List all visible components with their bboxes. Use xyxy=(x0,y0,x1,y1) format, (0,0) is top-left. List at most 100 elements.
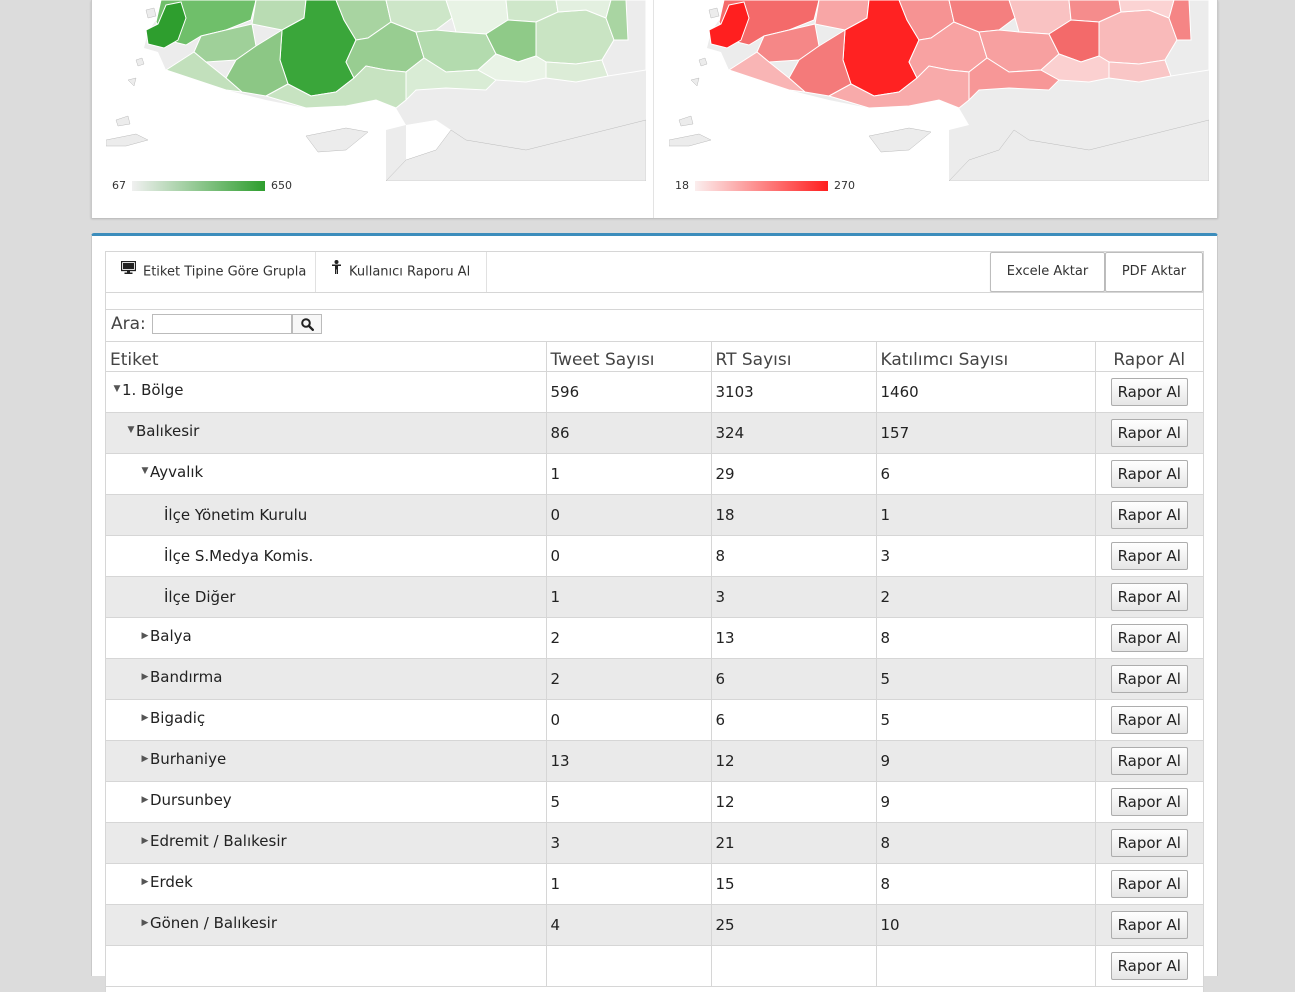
tag-label: Bigadiç xyxy=(150,709,206,727)
get-report-button[interactable]: Rapor Al xyxy=(1110,910,1188,939)
table-row[interactable]: ▶ Gönen / Balıkesir 4 25 10 Rapor Al xyxy=(106,904,1203,946)
get-report-button[interactable]: Rapor Al xyxy=(1110,418,1188,447)
tag-cell: ▶ Gönen / Balıkesir xyxy=(106,904,547,946)
table-row[interactable]: ▶ Bigadiç 0 6 5 Rapor Al xyxy=(106,699,1203,741)
user-report-button[interactable]: Kullanıcı Raporu Al xyxy=(316,252,487,292)
table-body: ▼ 1. Bölge 596 3103 1460 Rapor Al ▼ Balıkesir 86… xyxy=(106,371,1203,987)
tag-label: Ayvalık xyxy=(150,463,204,481)
group-by-tag-type-label: Etiket Tipine Göre Grupla xyxy=(143,264,307,280)
search-input[interactable] xyxy=(152,314,292,334)
participant-count-cell xyxy=(876,945,1096,987)
tag-cell: ▶ Bandırma xyxy=(106,658,547,700)
get-report-button[interactable]: Rapor Al xyxy=(1110,951,1188,980)
table-row[interactable]: İlçe S.Medya Komis. 0 8 3 Rapor Al xyxy=(106,535,1203,577)
tweet-count-cell: 2 xyxy=(546,658,712,700)
tweet-choropleth-map[interactable] xyxy=(106,0,646,181)
tag-cell: ▶ Edremit / Balıkesir xyxy=(106,822,547,864)
legend-gradient-bar xyxy=(695,181,828,191)
rt-choropleth-map[interactable] xyxy=(669,0,1209,181)
expanded-caret-icon[interactable]: ▼ xyxy=(113,384,121,394)
table-row[interactable]: ▶ Dursunbey 5 12 9 Rapor Al xyxy=(106,781,1203,823)
export-pdf-button[interactable]: PDF Aktar xyxy=(1105,252,1203,292)
get-report-button[interactable]: Rapor Al xyxy=(1110,377,1188,406)
map-panel: 67 650 xyxy=(91,0,1218,218)
collapsed-caret-icon[interactable]: ▶ xyxy=(141,713,149,723)
table-row[interactable]: Rapor Al xyxy=(106,945,1203,987)
tweet-count-cell: 13 xyxy=(546,740,712,782)
map-divider xyxy=(653,0,654,218)
tweet-count-cell: 0 xyxy=(546,699,712,741)
tweet-count-cell: 596 xyxy=(546,371,712,413)
report-cell: Rapor Al xyxy=(1095,576,1203,618)
report-cell: Rapor Al xyxy=(1095,412,1203,454)
collapsed-caret-icon[interactable]: ▶ xyxy=(141,836,149,846)
tag-label: Bandırma xyxy=(150,668,223,686)
collapsed-caret-icon[interactable]: ▶ xyxy=(141,672,149,682)
get-report-button[interactable]: Rapor Al xyxy=(1110,459,1188,488)
table-row[interactable]: ▼ Balıkesir 86 324 157 Rapor Al xyxy=(106,412,1203,454)
get-report-button[interactable]: Rapor Al xyxy=(1110,541,1188,570)
rt-count-cell: 15 xyxy=(711,863,877,905)
report-cell: Rapor Al xyxy=(1095,371,1203,413)
collapsed-caret-icon[interactable]: ▶ xyxy=(141,754,149,764)
tag-label: Erdek xyxy=(150,873,193,891)
collapsed-caret-icon[interactable]: ▶ xyxy=(141,918,149,928)
table-row[interactable]: ▶ Balya 2 13 8 Rapor Al xyxy=(106,617,1203,659)
tag-cell: İlçe Diğer xyxy=(106,576,547,618)
get-report-button[interactable]: Rapor Al xyxy=(1110,623,1188,652)
search-button[interactable] xyxy=(292,314,322,334)
table-header-row: Etiket Tweet Sayısı RT Sayısı Katılımcı … xyxy=(106,341,1203,372)
get-report-button[interactable]: Rapor Al xyxy=(1110,664,1188,693)
tag-label: Balya xyxy=(150,627,192,645)
tag-cell: ▼ 1. Bölge xyxy=(106,371,547,413)
get-report-button[interactable]: Rapor Al xyxy=(1110,582,1188,611)
export-excel-button[interactable]: Excele Aktar xyxy=(990,252,1105,292)
participant-count-cell: 5 xyxy=(876,658,1096,700)
get-report-button[interactable]: Rapor Al xyxy=(1110,705,1188,734)
column-header-participant-count[interactable]: Katılımcı Sayısı xyxy=(876,341,1096,372)
tag-label: Edremit / Balıkesir xyxy=(150,832,287,850)
tag-label: İlçe Diğer xyxy=(164,587,236,606)
tag-cell: ▶ Burhaniye xyxy=(106,740,547,782)
column-header-tag[interactable]: Etiket xyxy=(106,341,547,372)
legend-max-value: 650 xyxy=(271,179,292,192)
tag-cell xyxy=(106,945,547,987)
collapsed-caret-icon[interactable]: ▶ xyxy=(141,795,149,805)
tag-cell: İlçe S.Medya Komis. xyxy=(106,535,547,577)
get-report-button[interactable]: Rapor Al xyxy=(1110,787,1188,816)
table-row[interactable]: ▶ Bandırma 2 6 5 Rapor Al xyxy=(106,658,1203,700)
report-cell: Rapor Al xyxy=(1095,822,1203,864)
column-header-tweet-count[interactable]: Tweet Sayısı xyxy=(546,341,712,372)
get-report-button[interactable]: Rapor Al xyxy=(1110,500,1188,529)
expanded-caret-icon[interactable]: ▼ xyxy=(127,425,135,435)
tweet-count-cell: 1 xyxy=(546,576,712,618)
table-row[interactable]: ▶ Burhaniye 13 12 9 Rapor Al xyxy=(106,740,1203,782)
column-header-rt-count[interactable]: RT Sayısı xyxy=(711,341,877,372)
table-row[interactable]: ▶ Erdek 1 15 8 Rapor Al xyxy=(106,863,1203,905)
report-grid: Ara: Etiket Tweet Sayısı RT Sayıs xyxy=(105,292,1204,992)
participant-count-cell: 9 xyxy=(876,781,1096,823)
expanded-caret-icon[interactable]: ▼ xyxy=(141,466,149,476)
collapsed-caret-icon[interactable]: ▶ xyxy=(141,877,149,887)
participant-count-cell: 2 xyxy=(876,576,1096,618)
get-report-button[interactable]: Rapor Al xyxy=(1110,746,1188,775)
tag-cell: ▶ Dursunbey xyxy=(106,781,547,823)
collapsed-caret-icon[interactable]: ▶ xyxy=(141,631,149,641)
rt-count-cell: 29 xyxy=(711,453,877,495)
table-row[interactable]: İlçe Diğer 1 3 2 Rapor Al xyxy=(106,576,1203,618)
legend-min-value: 67 xyxy=(112,179,126,192)
table-row[interactable]: ▶ Edremit / Balıkesir 3 21 8 Rapor Al xyxy=(106,822,1203,864)
rt-map-graphic xyxy=(669,0,1209,181)
get-report-button[interactable]: Rapor Al xyxy=(1110,869,1188,898)
group-by-tag-type-button[interactable]: Etiket Tipine Göre Grupla xyxy=(106,252,316,292)
legend-min-value: 18 xyxy=(675,179,689,192)
table-row[interactable]: İlçe Yönetim Kurulu 0 18 1 Rapor Al xyxy=(106,494,1203,536)
get-report-button[interactable]: Rapor Al xyxy=(1110,828,1188,857)
tweet-count-cell: 0 xyxy=(546,535,712,577)
legend-max-value: 270 xyxy=(834,179,855,192)
participant-count-cell: 8 xyxy=(876,822,1096,864)
table-row[interactable]: ▼ 1. Bölge 596 3103 1460 Rapor Al xyxy=(106,371,1203,413)
participant-count-cell: 9 xyxy=(876,740,1096,782)
table-row[interactable]: ▼ Ayvalık 1 29 6 Rapor Al xyxy=(106,453,1203,495)
rt-count-cell: 6 xyxy=(711,658,877,700)
